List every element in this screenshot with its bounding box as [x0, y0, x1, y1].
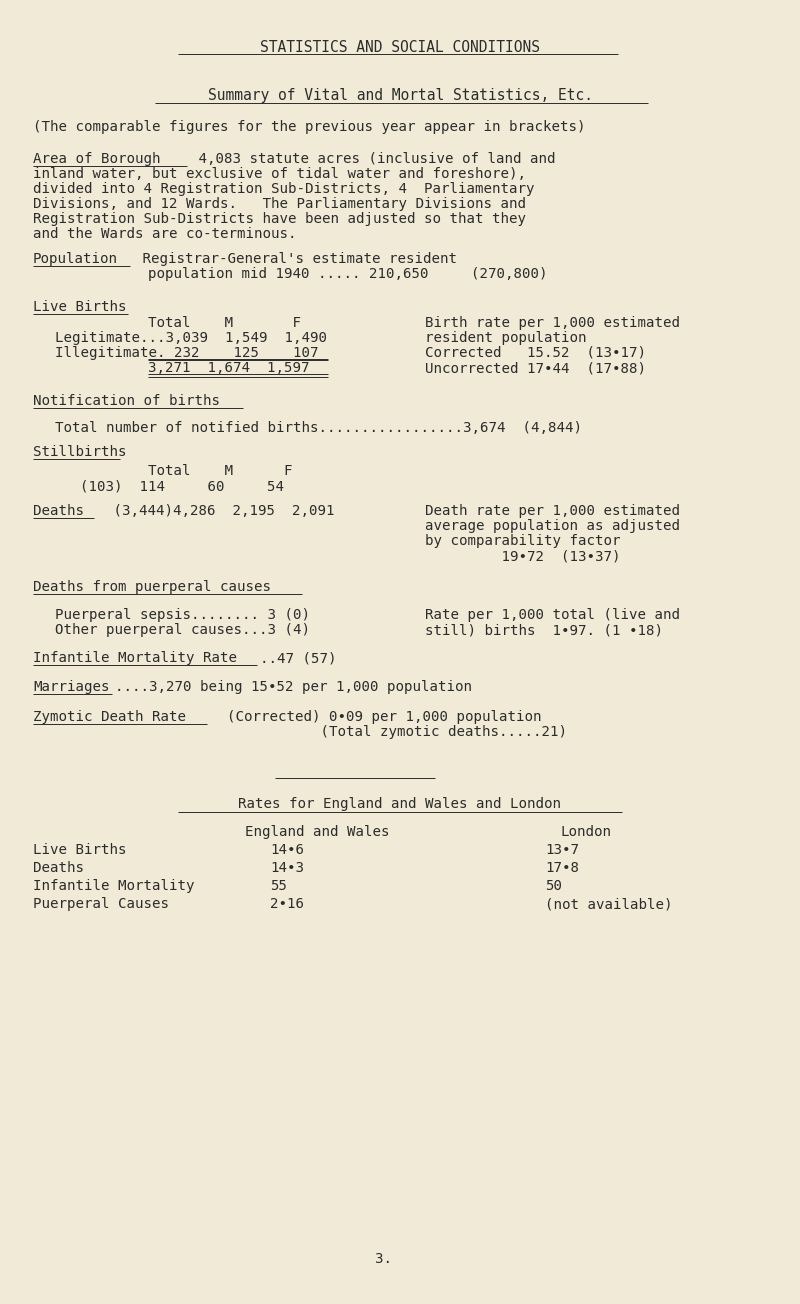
Text: Deaths from puerperal causes: Deaths from puerperal causes [33, 580, 271, 595]
Text: (The comparable figures for the previous year appear in brackets): (The comparable figures for the previous… [33, 120, 586, 134]
Text: ..47 (57): ..47 (57) [260, 651, 337, 665]
Text: Legitimate...3,039  1,549  1,490: Legitimate...3,039 1,549 1,490 [55, 331, 327, 346]
Text: Deaths: Deaths [33, 505, 84, 518]
Text: Other puerperal causes...3 (4): Other puerperal causes...3 (4) [55, 623, 310, 636]
Text: Registrar-General's estimate resident: Registrar-General's estimate resident [134, 252, 457, 266]
Text: Stillbirths: Stillbirths [33, 445, 126, 459]
Text: England and Wales: England and Wales [245, 825, 390, 838]
Text: Divisions, and 12 Wards.   The Parliamentary Divisions and: Divisions, and 12 Wards. The Parliamenta… [33, 197, 526, 211]
Text: 3.: 3. [375, 1252, 392, 1266]
Text: 3,271  1,674  1,597: 3,271 1,674 1,597 [148, 361, 310, 376]
Text: divided into 4 Registration Sub-Districts, 4  Parliamentary: divided into 4 Registration Sub-District… [33, 183, 534, 196]
Text: Total number of notified births.................3,674  (4,844): Total number of notified births.........… [55, 421, 582, 436]
Text: Total    M       F: Total M F [148, 316, 301, 330]
Text: (Corrected) 0•09 per 1,000 population: (Corrected) 0•09 per 1,000 population [210, 709, 542, 724]
Text: (not available): (not available) [545, 897, 673, 911]
Text: Puerperal sepsis........ 3 (0): Puerperal sepsis........ 3 (0) [55, 608, 310, 622]
Text: Live Births: Live Births [33, 842, 126, 857]
Text: Registration Sub-Districts have been adjusted so that they: Registration Sub-Districts have been adj… [33, 213, 526, 226]
Text: population mid 1940 ..... 210,650     (270,800): population mid 1940 ..... 210,650 (270,8… [148, 267, 547, 280]
Text: inland water, but exclusive of tidal water and foreshore),: inland water, but exclusive of tidal wat… [33, 167, 526, 181]
Text: Birth rate per 1,000 estimated: Birth rate per 1,000 estimated [425, 316, 680, 330]
Text: ....3,270 being 15•52 per 1,000 population: ....3,270 being 15•52 per 1,000 populati… [115, 679, 472, 694]
Text: (103)  114     60     54: (103) 114 60 54 [80, 479, 284, 493]
Text: Marriages: Marriages [33, 679, 110, 694]
Text: Infantile Mortality Rate: Infantile Mortality Rate [33, 651, 237, 665]
Text: Population: Population [33, 252, 118, 266]
Text: 13•7: 13•7 [545, 842, 579, 857]
Text: 14•3: 14•3 [270, 861, 304, 875]
Text: Rate per 1,000 total (live and: Rate per 1,000 total (live and [425, 608, 680, 622]
Text: by comparability factor: by comparability factor [425, 535, 621, 548]
Text: still) births  1•97. (1 •18): still) births 1•97. (1 •18) [425, 623, 663, 636]
Text: Zymotic Death Rate: Zymotic Death Rate [33, 709, 186, 724]
Text: (Total zymotic deaths.....21): (Total zymotic deaths.....21) [210, 725, 567, 739]
Text: Puerperal Causes: Puerperal Causes [33, 897, 169, 911]
Text: 4,083 statute acres (inclusive of land and: 4,083 statute acres (inclusive of land a… [190, 153, 555, 166]
Text: Area of Borough: Area of Borough [33, 153, 161, 166]
Text: Deaths: Deaths [33, 861, 84, 875]
Text: Infantile Mortality: Infantile Mortality [33, 879, 194, 893]
Text: (3,444)4,286  2,195  2,091: (3,444)4,286 2,195 2,091 [105, 505, 334, 518]
Text: Death rate per 1,000 estimated: Death rate per 1,000 estimated [425, 505, 680, 518]
Text: 19•72  (13•37): 19•72 (13•37) [425, 550, 621, 565]
Text: Uncorrected 17•44  (17•88): Uncorrected 17•44 (17•88) [425, 361, 646, 376]
Text: and the Wards are co-terminous.: and the Wards are co-terminous. [33, 227, 297, 241]
Text: resident population: resident population [425, 331, 586, 346]
Text: London: London [560, 825, 611, 838]
Text: Corrected   15.52  (13•17): Corrected 15.52 (13•17) [425, 346, 646, 360]
Text: Total    M      F: Total M F [148, 464, 293, 479]
Text: 55: 55 [270, 879, 287, 893]
Text: average population as adjusted: average population as adjusted [425, 519, 680, 533]
Text: STATISTICS AND SOCIAL CONDITIONS: STATISTICS AND SOCIAL CONDITIONS [260, 40, 540, 55]
Text: Illegitimate. 232    125    107: Illegitimate. 232 125 107 [55, 346, 318, 360]
Text: Summary of Vital and Mortal Statistics, Etc.: Summary of Vital and Mortal Statistics, … [207, 87, 593, 103]
Text: Live Births: Live Births [33, 300, 126, 314]
Text: 2•16: 2•16 [270, 897, 304, 911]
Text: Rates for England and Wales and London: Rates for England and Wales and London [238, 797, 562, 811]
Text: 50: 50 [545, 879, 562, 893]
Text: 17•8: 17•8 [545, 861, 579, 875]
Text: Notification of births: Notification of births [33, 394, 220, 408]
Text: 14•6: 14•6 [270, 842, 304, 857]
